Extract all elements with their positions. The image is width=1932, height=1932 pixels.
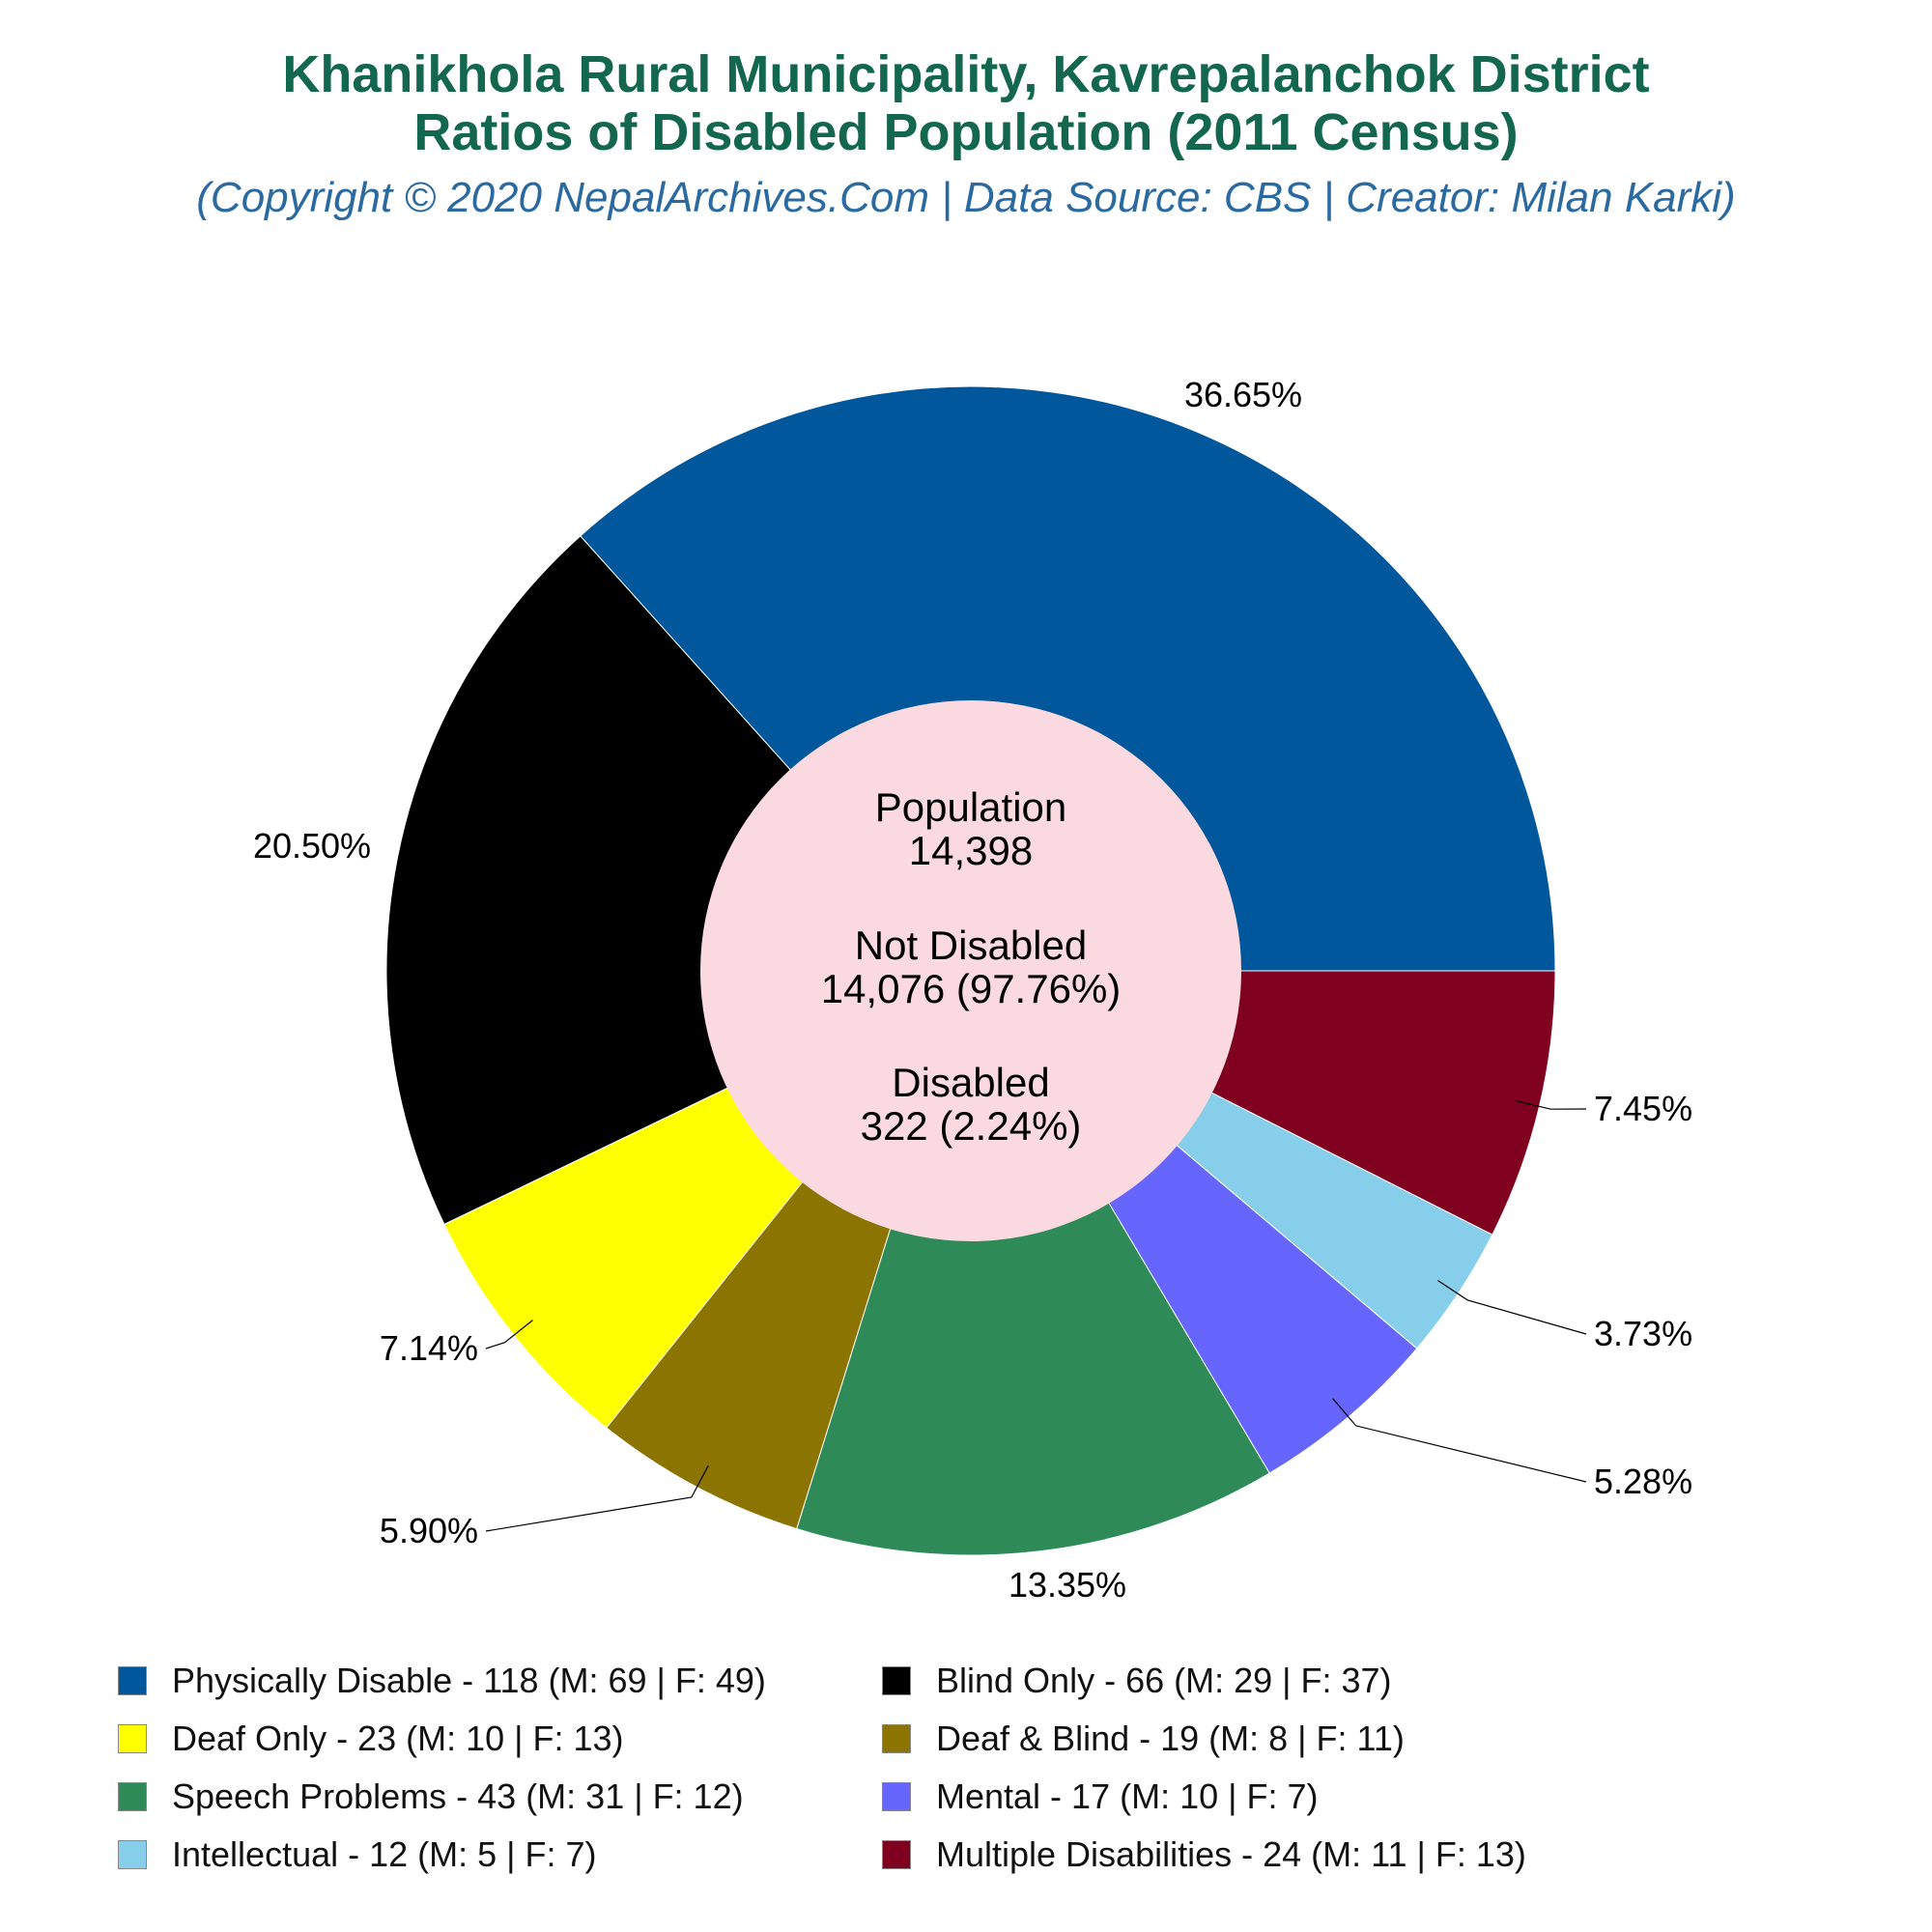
leader-line bbox=[1332, 1398, 1587, 1483]
percent-label: 5.28% bbox=[1594, 1462, 1692, 1501]
percent-label: 13.35% bbox=[1009, 1565, 1126, 1605]
chart-subtitle: (Copyright © 2020 NepalArchives.Com | Da… bbox=[196, 174, 1736, 221]
percent-label: 3.73% bbox=[1594, 1314, 1692, 1353]
center-circle bbox=[700, 700, 1241, 1241]
percent-labels: 36.65% 20.50% 7.14% 5.90% 13.35% 5.28% 3.73% 7.… bbox=[253, 375, 1692, 1605]
leader-line bbox=[1437, 1279, 1587, 1335]
center-disabled-label: Disabled bbox=[892, 1060, 1049, 1105]
label-leader-lines bbox=[485, 1100, 1587, 1532]
center-disabled-value: 322 (2.24%) bbox=[861, 1103, 1082, 1149]
slice-speech-problems bbox=[796, 969, 1270, 1556]
leader-line bbox=[485, 1465, 709, 1532]
percent-label: 7.14% bbox=[380, 1328, 478, 1368]
center-population-value: 14,398 bbox=[909, 828, 1033, 873]
slice-physically-disable bbox=[580, 385, 1556, 972]
center-summary: Population 14,398 Not Disabled 14,076 (9… bbox=[821, 784, 1122, 1149]
percent-label: 5.90% bbox=[380, 1511, 478, 1550]
percent-label: 36.65% bbox=[1184, 375, 1302, 414]
percent-label: 20.50% bbox=[253, 826, 371, 866]
leader-line bbox=[1516, 1100, 1587, 1110]
center-not-disabled-value: 14,076 (97.76%) bbox=[821, 966, 1122, 1011]
center-not-disabled-label: Not Disabled bbox=[855, 923, 1087, 968]
percent-label: 7.45% bbox=[1594, 1089, 1692, 1128]
chart-title-line2: Ratios of Disabled Population (2011 Cens… bbox=[413, 103, 1519, 161]
chart-title-line1: Khanikhola Rural Municipality, Kavrepala… bbox=[282, 45, 1650, 103]
center-population-label: Population bbox=[875, 784, 1067, 830]
slice-blind-only bbox=[385, 535, 972, 1226]
leader-line bbox=[485, 1320, 533, 1350]
